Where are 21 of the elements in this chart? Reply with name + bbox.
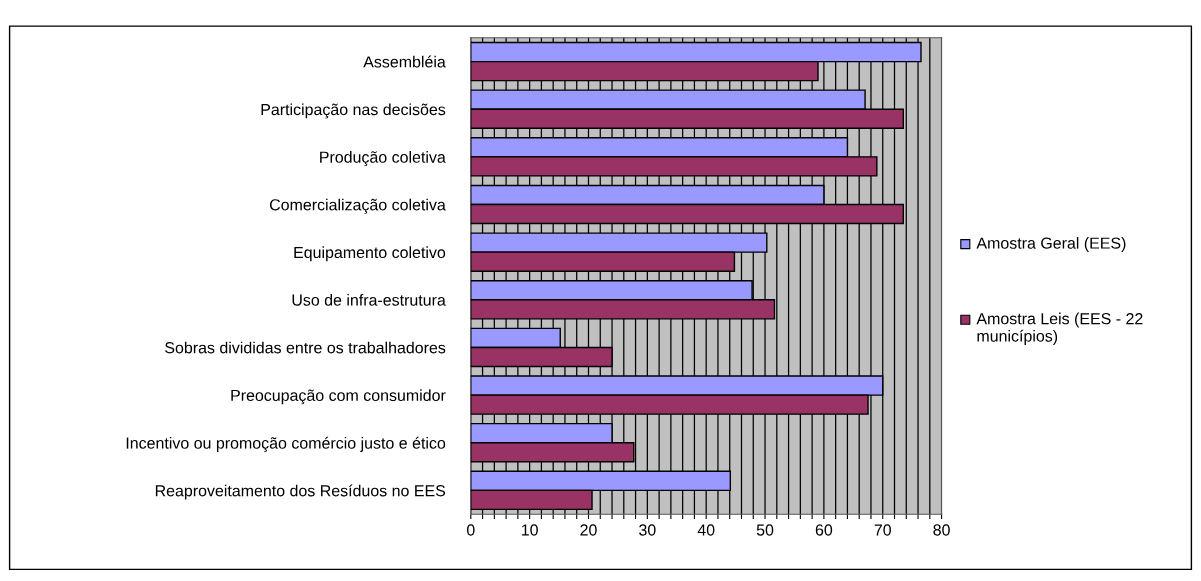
y-tick-label: Uso de infra-estrutura	[292, 294, 446, 306]
y-tick-label: Comercialização coletiva	[269, 198, 446, 214]
legend-label: Amostra Geral (EES)	[976, 237, 1126, 252]
y-tick-label: Produção coletiva	[320, 151, 446, 167]
x-tick-label: 0	[466, 524, 475, 536]
y-tick-label: Sobras divididas entre os trabalhadores	[165, 341, 446, 354]
y-tick-label: Reaproveitamento dos Resíduos no EES	[155, 484, 446, 500]
y-tick-label: Incentivo ou promoção comércio justo e ético	[126, 436, 446, 452]
x-tick-label: 70	[874, 524, 891, 536]
x-tick-label: 60	[815, 524, 833, 536]
x-tick-label: 30	[639, 524, 656, 536]
x-tick-label: 10	[521, 524, 538, 536]
x-tick-label: 20	[580, 524, 597, 536]
x-tick-label: 50	[756, 524, 774, 536]
y-tick-label: Assembléia	[363, 55, 446, 68]
x-tick-label: 40	[697, 524, 715, 536]
y-tick-label: Participação nas decisões	[261, 103, 446, 119]
y-tick-label: Preocupação com consumidor	[231, 389, 446, 405]
legend-label: Amostra Leis (EES - 22 municípios)	[976, 312, 1143, 345]
x-tick-label: 80	[933, 524, 950, 536]
y-tick-label: Equipamento coletivo	[294, 246, 446, 262]
